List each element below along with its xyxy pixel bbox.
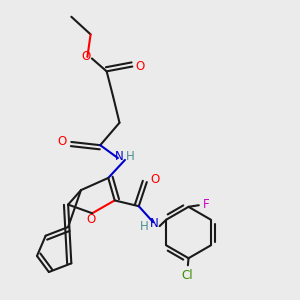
Text: N: N [150,217,159,230]
Text: O: O [86,212,95,226]
Text: O: O [136,60,145,73]
Text: H: H [126,150,134,163]
Text: F: F [202,198,209,211]
Text: O: O [58,136,67,148]
Text: H: H [140,220,148,233]
Text: O: O [150,173,159,186]
Text: N: N [115,150,124,163]
Text: Cl: Cl [181,269,193,282]
Text: O: O [81,50,90,63]
